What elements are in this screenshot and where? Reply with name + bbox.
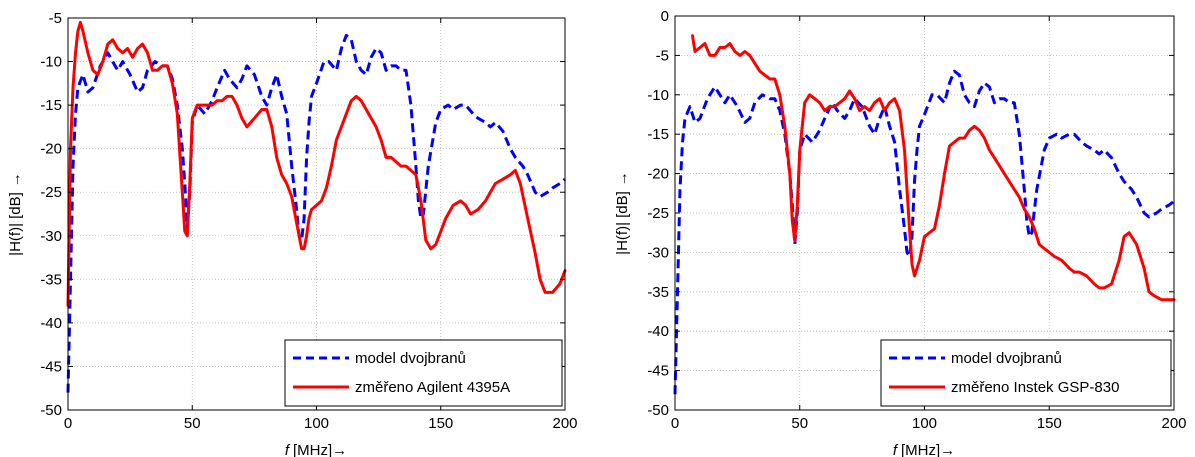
x-axis-label: f [MHz]→ bbox=[893, 442, 955, 457]
series-line-measured bbox=[66, 20, 567, 307]
x-tick-label: 100 bbox=[912, 415, 937, 432]
tick-labels: 0 50 100 150 200 -5 -10 -15 -20 -25 -30 -35 -40 -45 -5… bbox=[40, 10, 577, 432]
y-axis-arrow: → bbox=[7, 172, 24, 187]
series-line-model bbox=[673, 69, 1175, 395]
legend-label-model: model dvojbranů bbox=[355, 350, 466, 367]
series-lines bbox=[673, 34, 1176, 395]
y-tick-label: -10 bbox=[40, 54, 62, 71]
y-tick-label: 0 bbox=[661, 8, 669, 25]
x-tick-label: 200 bbox=[552, 415, 577, 432]
y-tick-label: -45 bbox=[647, 363, 669, 380]
tick-labels: 0 50 100 150 200 0 -5 -10 -15 -20 -25 -30 -35 -40 -45 -… bbox=[647, 8, 1186, 432]
legend-label-measured: změřeno Instek GSP-830 bbox=[951, 379, 1119, 396]
x-tick-label: 0 bbox=[64, 415, 72, 432]
x-tick-label: 150 bbox=[428, 415, 453, 432]
y-tick-label: -5 bbox=[656, 47, 669, 64]
y-tick-label: -40 bbox=[40, 315, 62, 332]
series-line-model bbox=[66, 33, 566, 393]
x-tick-label: 0 bbox=[671, 415, 679, 432]
y-tick-label: -10 bbox=[647, 87, 669, 104]
y-tick-label: -20 bbox=[40, 141, 62, 158]
y-tick-label: -30 bbox=[647, 244, 669, 261]
y-tick-label: -35 bbox=[40, 271, 62, 288]
y-axis-label-text: |H(f)| [dB] bbox=[614, 191, 631, 255]
y-tick-label: -20 bbox=[647, 166, 669, 183]
y-tick-label: -35 bbox=[647, 284, 669, 301]
y-tick-label: -15 bbox=[647, 126, 669, 143]
y-tick-label: -30 bbox=[40, 228, 62, 245]
y-tick-label: -50 bbox=[647, 402, 669, 419]
series-lines bbox=[66, 20, 567, 393]
legend-label-model: model dvojbranů bbox=[951, 350, 1062, 367]
y-tick-label: -25 bbox=[647, 205, 669, 222]
chart-right: 0 50 100 150 200 0 -5 -10 -15 -20 -25 -30 -35 -40 -45 -… bbox=[614, 8, 1187, 457]
x-axis-variable: f bbox=[285, 442, 291, 457]
y-tick-label: -45 bbox=[40, 358, 62, 375]
y-tick-label: -50 bbox=[40, 402, 62, 419]
x-tick-label: 50 bbox=[791, 415, 808, 432]
y-axis-label: |H(f)| [dB] → bbox=[7, 172, 24, 256]
y-axis-arrow: → bbox=[614, 171, 631, 186]
x-axis-unit: [MHz] bbox=[901, 442, 940, 457]
x-tick-label: 150 bbox=[1037, 415, 1062, 432]
legend-box bbox=[284, 339, 563, 407]
series-line-measured bbox=[691, 34, 1176, 302]
legend-label-measured: změřeno Agilent 4395A bbox=[355, 379, 510, 396]
x-axis-arrow: → bbox=[332, 442, 347, 457]
y-tick-label: -40 bbox=[647, 323, 669, 340]
x-tick-label: 50 bbox=[184, 415, 201, 432]
x-axis-unit: [MHz] bbox=[293, 442, 332, 457]
y-tick-label: -25 bbox=[40, 184, 62, 201]
x-axis-label: f [MHz]→ bbox=[285, 442, 347, 457]
legend-box bbox=[880, 339, 1172, 407]
legend: model dvojbranů změřeno Instek GSP-830 bbox=[880, 339, 1172, 407]
chart-left: 0 50 100 150 200 -5 -10 -15 -20 -25 -30 -35 -40 -45 -5… bbox=[7, 10, 578, 457]
y-axis-label-text: |H(f)| [dB] bbox=[7, 192, 24, 256]
x-tick-label: 100 bbox=[304, 415, 329, 432]
y-tick-label: -5 bbox=[49, 10, 62, 27]
y-axis-label: |H(f)| [dB] → bbox=[614, 171, 631, 255]
x-axis-variable: f bbox=[893, 442, 899, 457]
legend: model dvojbranů změřeno Agilent 4395A bbox=[284, 339, 563, 407]
x-tick-label: 200 bbox=[1161, 415, 1186, 432]
x-axis-arrow: → bbox=[940, 442, 955, 457]
y-tick-label: -15 bbox=[40, 97, 62, 114]
